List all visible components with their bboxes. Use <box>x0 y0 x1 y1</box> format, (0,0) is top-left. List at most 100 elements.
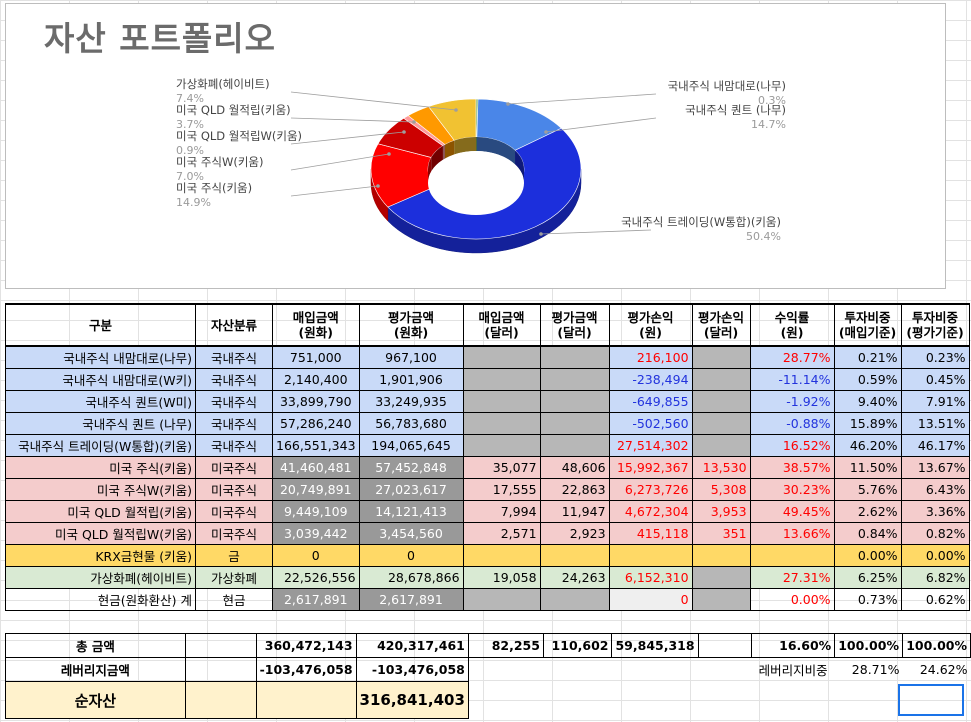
buy-krw[interactable]: 20,749,891 <box>272 478 360 501</box>
selected-cell-cursor[interactable] <box>898 684 964 716</box>
cell[interactable] <box>543 682 612 719</box>
asset-class[interactable]: 현금 <box>195 588 273 611</box>
weight-buy[interactable]: 5.76% <box>833 478 902 501</box>
pnl-krw[interactable]: 0 <box>608 588 693 611</box>
cell[interactable] <box>612 658 698 682</box>
total-ret[interactable]: 16.60% <box>751 633 836 658</box>
eval-krw[interactable]: 33,249,935 <box>358 390 464 413</box>
leverage-buy-krw[interactable]: -103,476,058 <box>255 657 357 682</box>
eval-krw[interactable]: 14,121,413 <box>358 500 464 523</box>
row-name[interactable]: 국내주식 퀀트 (나무) <box>5 412 196 435</box>
weight-buy[interactable]: 9.40% <box>833 390 902 413</box>
asset-class[interactable]: 미국주식 <box>195 500 273 523</box>
return-rate[interactable]: 16.52% <box>749 434 835 457</box>
total-weight-eval[interactable]: 100.00% <box>901 633 971 658</box>
row-name[interactable]: 미국 QLD 월적립W(키움) <box>5 522 196 545</box>
buy-krw[interactable]: 0 <box>272 544 360 567</box>
asset-class[interactable]: 미국주식 <box>195 478 273 501</box>
pnl-usd[interactable] <box>691 345 751 369</box>
weight-eval[interactable]: 0.82% <box>900 522 970 545</box>
eval-usd[interactable] <box>539 544 610 567</box>
eval-usd[interactable]: 11,947 <box>539 500 610 523</box>
return-rate[interactable]: -11.14% <box>749 368 835 391</box>
pnl-usd[interactable] <box>691 566 751 589</box>
asset-class[interactable]: 국내주식 <box>195 412 273 435</box>
eval-usd[interactable]: 24,263 <box>539 566 610 589</box>
row-name[interactable]: 미국 주식W(키움) <box>5 478 196 501</box>
return-rate[interactable]: 38.57% <box>749 456 835 479</box>
pnl-krw[interactable]: 4,672,304 <box>608 500 693 523</box>
total-buy-krw[interactable]: 360,472,143 <box>255 633 357 658</box>
asset-class[interactable]: 국내주식 <box>195 390 273 413</box>
eval-krw[interactable]: 0 <box>358 544 464 567</box>
pnl-usd[interactable]: 3,953 <box>691 500 751 523</box>
buy-usd[interactable] <box>462 434 541 457</box>
cell[interactable] <box>184 657 257 682</box>
pnl-krw[interactable]: -502,560 <box>608 412 693 435</box>
total-eval-krw[interactable]: 420,317,461 <box>355 633 469 658</box>
total-pnl-krw[interactable]: 59,845,318 <box>611 633 699 658</box>
asset-class[interactable]: 미국주식 <box>195 522 273 545</box>
eval-usd[interactable]: 2,923 <box>539 522 610 545</box>
net-asset-label[interactable]: 순자산 <box>5 681 186 719</box>
asset-class[interactable]: 국내주식 <box>195 434 273 457</box>
weight-buy[interactable]: 0.21% <box>833 345 902 369</box>
row-name[interactable]: 미국 주식(키움) <box>5 456 196 479</box>
weight-eval[interactable]: 7.91% <box>900 390 970 413</box>
eval-usd[interactable] <box>539 345 610 369</box>
eval-krw[interactable]: 56,783,680 <box>358 412 464 435</box>
weight-eval[interactable]: 0.00% <box>900 544 970 567</box>
cell[interactable] <box>698 658 751 682</box>
pnl-usd[interactable] <box>691 390 751 413</box>
asset-class[interactable]: 미국주식 <box>195 456 273 479</box>
leverage-ratio-eval[interactable]: 24.62% <box>919 662 968 678</box>
eval-usd[interactable] <box>539 434 610 457</box>
weight-eval[interactable]: 0.23% <box>900 345 970 369</box>
leverage-eval-krw[interactable]: -103,476,058 <box>355 657 469 682</box>
weight-buy[interactable]: 0.59% <box>833 368 902 391</box>
net-asset-value[interactable]: 316,841,403 <box>355 681 469 719</box>
cell[interactable] <box>468 682 543 719</box>
weight-buy[interactable]: 0.73% <box>833 588 902 611</box>
row-name[interactable]: 미국 QLD 월적립(키움) <box>5 500 196 523</box>
eval-usd[interactable]: 48,606 <box>539 456 610 479</box>
return-rate[interactable]: 0.00% <box>749 588 835 611</box>
leverage-ratio-label[interactable]: 레버리지비중 <box>758 663 828 679</box>
weight-eval[interactable]: 3.36% <box>900 500 970 523</box>
pnl-krw[interactable]: 6,273,726 <box>608 478 693 501</box>
buy-krw[interactable]: 2,140,400 <box>272 368 360 391</box>
eval-krw[interactable]: 2,617,891 <box>358 588 464 611</box>
pnl-krw[interactable]: 27,514,302 <box>608 434 693 457</box>
buy-krw[interactable]: 3,039,442 <box>272 522 360 545</box>
buy-usd[interactable] <box>462 390 541 413</box>
eval-krw[interactable]: 57,452,848 <box>358 456 464 479</box>
row-name[interactable]: 국내주식 내맘대로(W키) <box>5 368 196 391</box>
eval-usd[interactable] <box>539 390 610 413</box>
leverage-ratio-buy[interactable]: 28.71% <box>851 662 900 678</box>
total-buy-usd[interactable]: 82,255 <box>467 633 544 658</box>
cell[interactable] <box>835 682 903 719</box>
buy-usd[interactable]: 17,555 <box>462 478 541 501</box>
total-eval-usd[interactable]: 110,602 <box>542 633 613 658</box>
weight-eval[interactable]: 0.45% <box>900 368 970 391</box>
pnl-usd[interactable] <box>691 588 751 611</box>
weight-eval[interactable]: 0.62% <box>900 588 970 611</box>
buy-usd[interactable] <box>462 412 541 435</box>
return-rate[interactable]: 28.77% <box>749 345 835 369</box>
row-name[interactable]: KRX금현물 (키움) <box>5 544 196 567</box>
buy-usd[interactable] <box>462 588 541 611</box>
weight-eval[interactable]: 13.51% <box>900 412 970 435</box>
buy-usd[interactable]: 35,077 <box>462 456 541 479</box>
return-rate[interactable]: 30.23% <box>749 478 835 501</box>
weight-eval[interactable]: 6.82% <box>900 566 970 589</box>
weight-buy[interactable]: 15.89% <box>833 412 902 435</box>
pnl-usd[interactable]: 5,308 <box>691 478 751 501</box>
return-rate[interactable]: 13.66% <box>749 522 835 545</box>
cell[interactable] <box>752 682 835 719</box>
pnl-krw[interactable]: -649,855 <box>608 390 693 413</box>
buy-krw[interactable]: 166,551,343 <box>272 434 360 457</box>
eval-krw[interactable]: 3,454,560 <box>358 522 464 545</box>
buy-usd[interactable]: 2,571 <box>462 522 541 545</box>
buy-krw[interactable]: 41,460,481 <box>272 456 360 479</box>
weight-buy[interactable]: 0.84% <box>833 522 902 545</box>
